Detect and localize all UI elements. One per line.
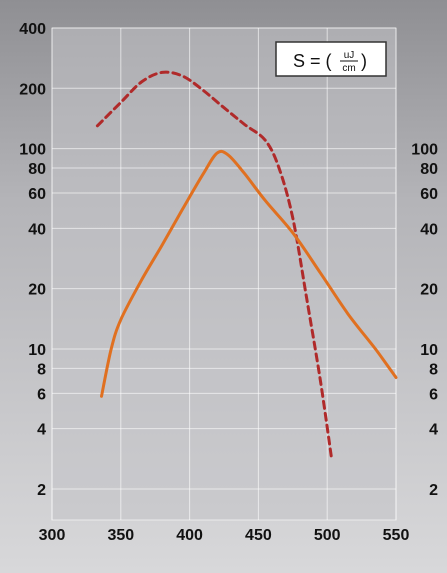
y-tick-label-left: 20 [28, 282, 46, 299]
series-line-dashed [95, 70, 333, 459]
y-tick-label-left: 40 [28, 221, 46, 238]
y-tick-label-right: 80 [420, 161, 438, 178]
y-axis-left: 2 4 6 8 10 20 40 60 80 100 200 400 [19, 21, 46, 499]
y-tick-label-right: 20 [420, 282, 438, 299]
x-tick-label: 400 [176, 527, 203, 544]
x-tick-label: 550 [383, 527, 410, 544]
series-line-solid [100, 149, 398, 398]
y-tick-label-left: 100 [19, 142, 46, 159]
y-tick-label-right: 2 [429, 482, 438, 499]
y-tick-label-left: 6 [37, 386, 46, 403]
y-tick-label-right: 40 [420, 221, 438, 238]
annotation-rhs: ) [361, 51, 367, 71]
y-tick-label-left: 60 [28, 186, 46, 203]
y-tick-label-right: 10 [420, 342, 438, 359]
x-axis: 300 350 400 450 500 550 [39, 527, 410, 544]
plot-area [51, 27, 397, 521]
y-tick-label-left: 2 [37, 482, 46, 499]
y-tick-label-left: 200 [19, 81, 46, 98]
y-tick-label-left: 400 [19, 21, 46, 38]
x-tick-label: 350 [107, 527, 134, 544]
y-axis-right: 2 4 6 8 10 20 40 60 80 100 [411, 142, 438, 499]
annotation-denominator: cm [342, 63, 355, 74]
y-tick-label-right: 60 [420, 186, 438, 203]
y-tick-label-left: 10 [28, 342, 46, 359]
series-layer [95, 70, 398, 459]
x-tick-label: 500 [314, 527, 341, 544]
y-tick-label-right: 6 [429, 386, 438, 403]
y-tick-label-right: 100 [411, 142, 438, 159]
y-tick-label-left: 80 [28, 161, 46, 178]
y-tick-label-right: 8 [429, 361, 438, 378]
legend-box: S = ( uJ cm ) [275, 41, 387, 77]
y-tick-label-right: 4 [429, 422, 438, 439]
y-tick-label-left: 4 [37, 422, 46, 439]
x-tick-label: 450 [245, 527, 272, 544]
grid [51, 27, 397, 520]
y-tick-label-left: 8 [37, 361, 46, 378]
x-tick-label: 300 [39, 527, 66, 544]
annotation-lhs: S = ( [293, 51, 332, 71]
annotation-numerator: uJ [344, 50, 355, 61]
